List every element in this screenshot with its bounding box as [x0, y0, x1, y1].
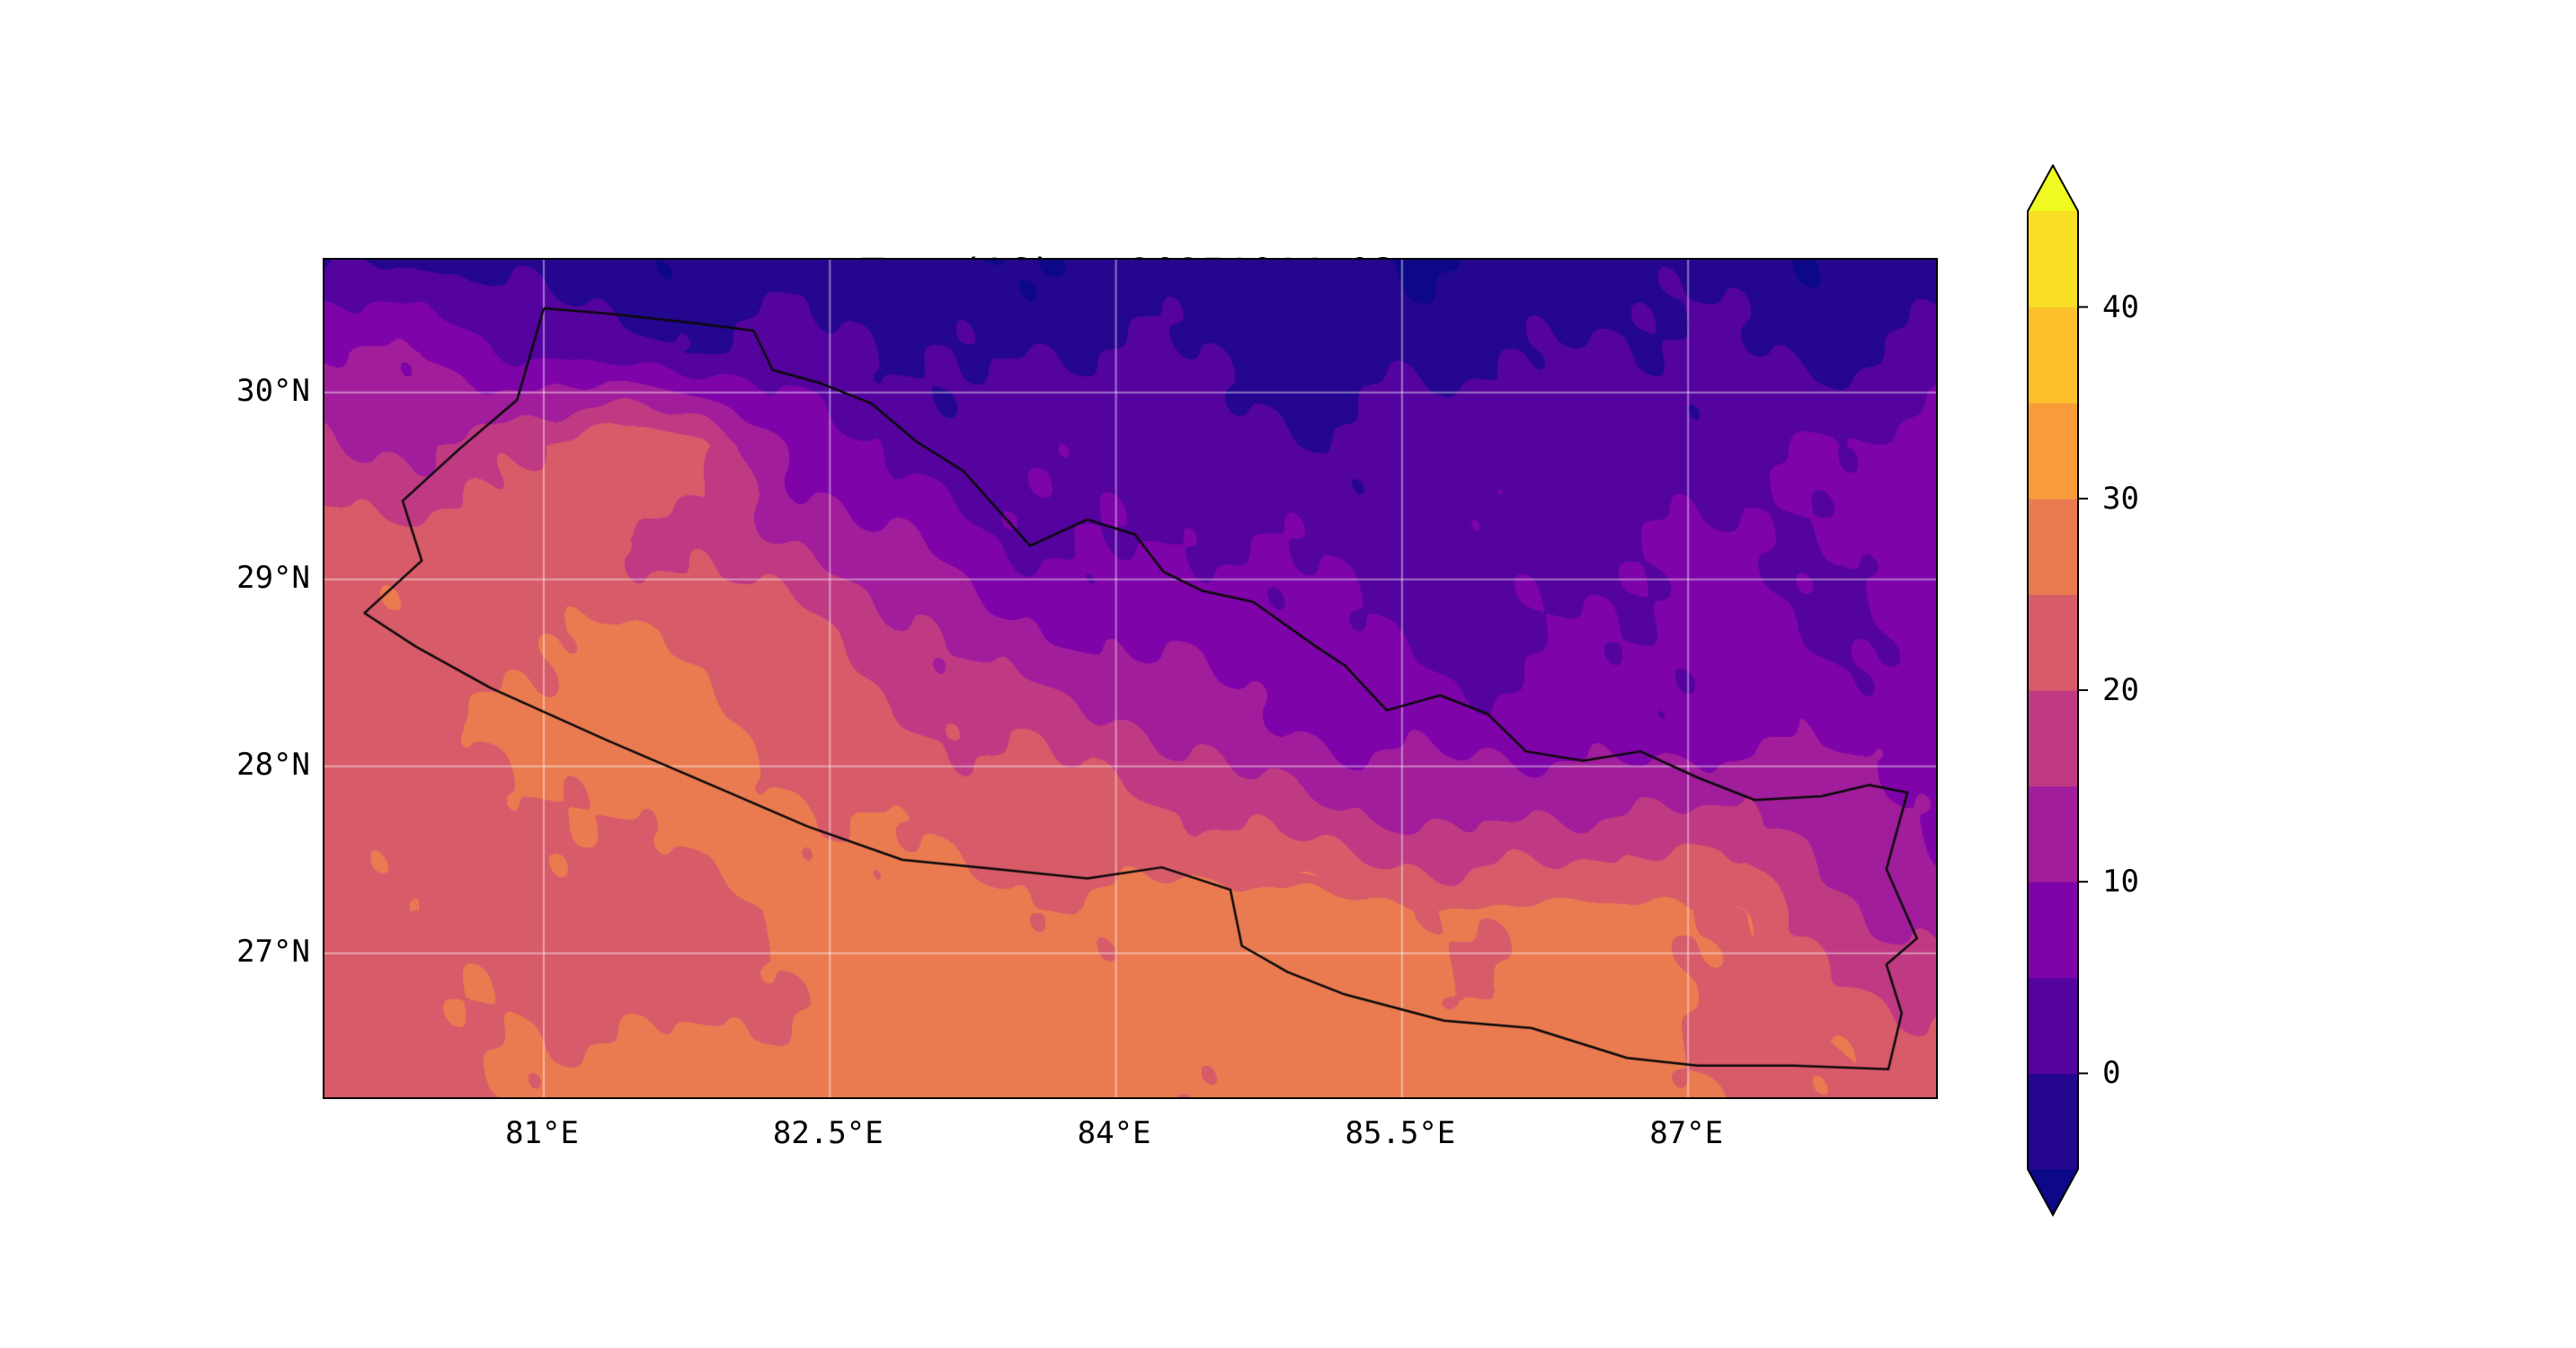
x-tick-label: 85.5°E: [1345, 1115, 1456, 1151]
colorbar-svg: [2027, 163, 2088, 1218]
colorbar-tick-label: 20: [2102, 672, 2139, 708]
x-tick-label: 87°E: [1649, 1115, 1724, 1151]
colorbar-tick-label: 0: [2102, 1055, 2121, 1092]
map-plot-area: [323, 258, 1938, 1099]
x-tick-label: 82.5°E: [772, 1115, 884, 1151]
x-tick-label: 84°E: [1077, 1115, 1151, 1151]
y-tick-label: 30°N: [236, 372, 310, 409]
colorbar-over-arrow: [2028, 165, 2078, 211]
y-tick-label: 29°N: [236, 559, 310, 596]
colorbar-under-arrow: [2028, 1169, 2078, 1215]
y-tick-label: 28°N: [236, 746, 310, 783]
x-tick-label: 81°E: [505, 1115, 579, 1151]
colorbar: [2027, 163, 2090, 1218]
temperature-contour-canvas: [324, 260, 1936, 1097]
colorbar-tick-label: 10: [2102, 864, 2139, 900]
y-tick-label: 27°N: [236, 933, 310, 970]
colorbar-tick-label: 40: [2102, 288, 2139, 325]
colorbar-tick-label: 30: [2102, 480, 2139, 517]
